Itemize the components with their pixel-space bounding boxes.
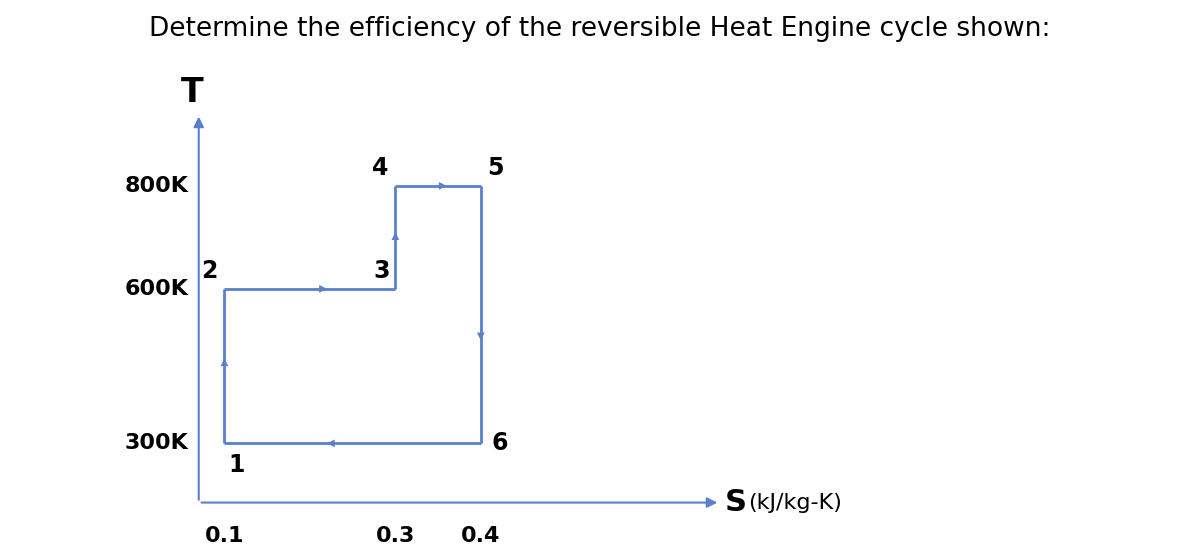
Text: 0.4: 0.4 [461,526,500,546]
Text: 300K: 300K [125,433,188,453]
Text: 600K: 600K [125,279,188,299]
Text: 4: 4 [372,156,389,180]
Text: 800K: 800K [125,176,188,196]
Text: 1: 1 [229,453,245,477]
Text: 0.3: 0.3 [376,526,415,546]
Text: (kJ/kg-K): (kJ/kg-K) [749,493,842,512]
Text: 2: 2 [202,259,217,283]
Text: 6: 6 [491,431,508,455]
Text: S: S [725,488,746,517]
Text: 3: 3 [373,259,390,283]
Text: 0.1: 0.1 [205,526,244,546]
Text: 5: 5 [487,156,504,180]
Text: T: T [180,76,203,109]
Text: Determine the efficiency of the reversible Heat Engine cycle shown:: Determine the efficiency of the reversib… [149,16,1051,42]
